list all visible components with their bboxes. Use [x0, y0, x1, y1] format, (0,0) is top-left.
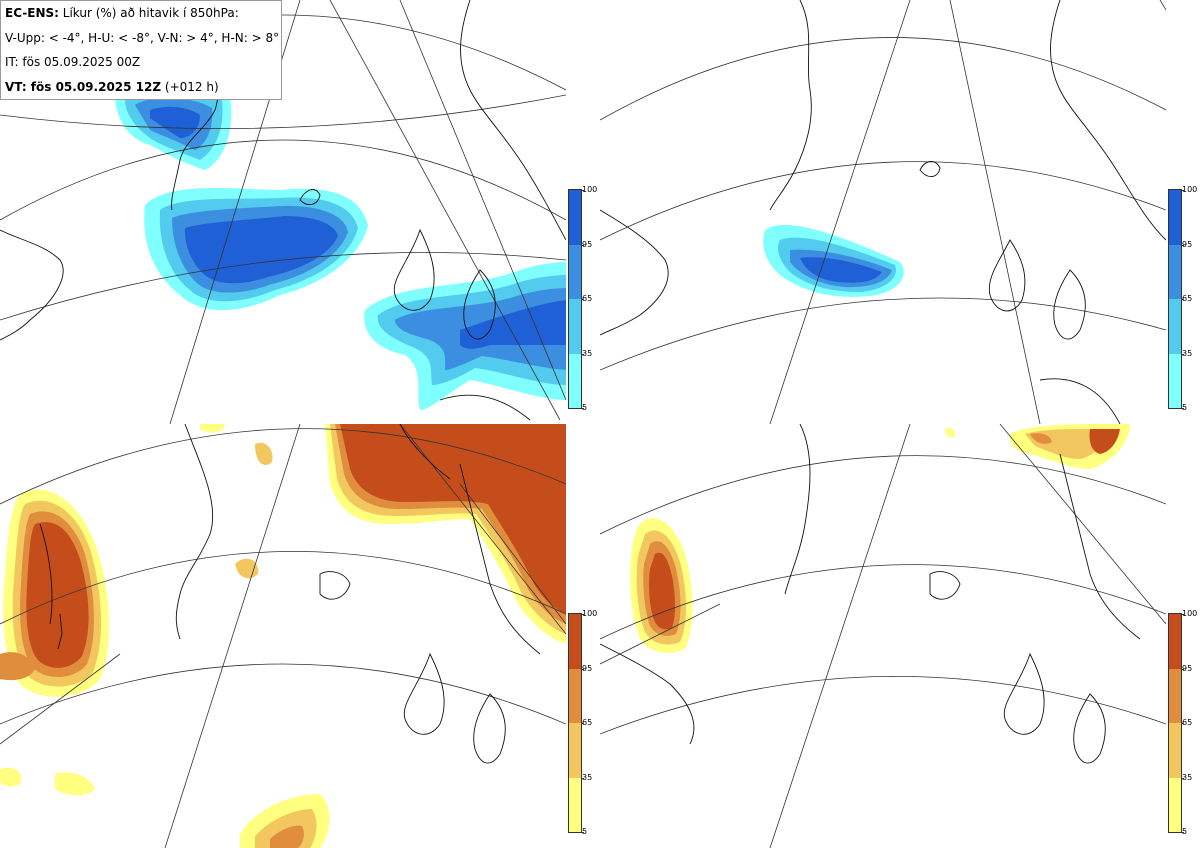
colorbar-tick-label: 95	[582, 239, 593, 249]
colorbar-tick-label: 35	[582, 348, 593, 358]
colorbar-tick-mark	[1181, 777, 1184, 779]
valid-time: VT: fös 05.09.2025 12Z	[5, 79, 162, 94]
colorbar-tick-label: 95	[1182, 663, 1193, 673]
colorbar-gradient	[1168, 613, 1182, 833]
colorbar-top-right: 100 95 65 35 5	[1168, 185, 1200, 419]
colorbar-tick-mark	[581, 353, 584, 355]
colorbar-gradient	[568, 613, 582, 833]
map-panel-cold-upper-left: EC-ENS: Líkur (%) að hitavik í 850hPa: V…	[0, 0, 566, 424]
colorbar-tick-label: 5	[582, 403, 588, 412]
coastlines	[39, 424, 541, 764]
colorbar-gradient	[568, 189, 582, 409]
map-panel-warm-lower-left	[0, 424, 566, 848]
colorbar-segment	[1169, 777, 1181, 832]
colorbar-gradient	[1168, 189, 1182, 409]
title-legend: EC-ENS: Líkur (%) að hitavik í 850hPa: V…	[0, 0, 282, 100]
colorbar-tick-label: 100	[1182, 185, 1198, 194]
colorbar-segment	[569, 244, 581, 299]
colorbar-bottom-right: 100 95 65 35 5	[1168, 609, 1200, 843]
colorbar-segment	[1169, 190, 1181, 245]
colorbar-tick-mark	[1181, 408, 1184, 409]
probability-map-cold-4	[0, 0, 566, 424]
colorbar-tick-label: 65	[1182, 294, 1193, 303]
colorbar-segment	[1169, 614, 1181, 669]
colorbar-tick-mark	[581, 668, 584, 670]
criteria-text: V-Upp: < -4°, H-U: < -8°, V-N: > 4°, H-N…	[5, 30, 280, 45]
colorbar-tick-mark	[1181, 190, 1184, 191]
colorbar-segment	[1169, 299, 1181, 354]
colorbar-tick-mark	[581, 244, 584, 246]
colorbar-tick-label: 35	[1182, 772, 1193, 782]
colorbar-tick-label: 5	[1182, 403, 1188, 412]
colorbar-tick-mark	[581, 190, 584, 191]
colorbar-tick-label: 35	[582, 772, 593, 782]
probability-field	[763, 224, 904, 297]
colorbar-tick-mark	[1181, 723, 1184, 724]
colorbar-tick-mark	[581, 614, 584, 615]
colorbar-tick-label: 65	[1182, 718, 1193, 727]
colorbar-segment	[569, 614, 581, 669]
colorbar-segment	[569, 190, 581, 245]
colorbar-tick-label: 5	[582, 827, 588, 836]
colorbar-tick-mark	[581, 723, 584, 724]
colorbar-segment	[569, 299, 581, 354]
graticule	[600, 0, 1166, 424]
probability-map-warm-4	[0, 424, 566, 848]
colorbar-tick-label: 35	[1182, 348, 1193, 358]
coastlines	[600, 0, 1166, 424]
colorbar-tick-label: 100	[582, 185, 598, 194]
init-time: IT: fös 05.09.2025 00Z	[5, 55, 141, 69]
colorbar-tick-label: 95	[582, 663, 593, 673]
colorbar-tick-mark	[1181, 832, 1184, 833]
colorbar-tick-label: 65	[582, 718, 593, 727]
colorbar-top-left: 100 95 65 35 5	[568, 185, 608, 419]
colorbar-tick-mark	[581, 832, 584, 833]
colorbar-tick-label: 100	[582, 609, 598, 618]
probability-field	[115, 72, 566, 410]
colorbar-segment	[569, 353, 581, 408]
map-panel-warm-lower-right	[600, 424, 1166, 848]
colorbar-tick-mark	[1181, 614, 1184, 615]
lead-time: (+012 h)	[161, 79, 219, 94]
colorbar-tick-mark	[581, 777, 584, 779]
coastlines	[600, 424, 1141, 764]
colorbar-tick-mark	[1181, 668, 1184, 670]
colorbar-tick-label: 65	[582, 294, 593, 303]
colorbar-segment	[569, 723, 581, 778]
colorbar-tick-mark	[581, 299, 584, 300]
colorbar-tick-mark	[1181, 299, 1184, 300]
colorbar-tick-mark	[1181, 353, 1184, 355]
graticule	[0, 424, 566, 848]
colorbar-tick-mark	[1181, 244, 1184, 246]
model-label: EC-ENS:	[5, 6, 59, 20]
colorbar-tick-label: 5	[1182, 827, 1188, 836]
probability-field	[0, 424, 566, 848]
colorbar-tick-label: 100	[1182, 609, 1198, 618]
colorbar-segment	[1169, 668, 1181, 723]
colorbar-tick-label: 95	[1182, 239, 1193, 249]
probability-field	[630, 424, 1130, 653]
colorbar-segment	[569, 668, 581, 723]
colorbar-segment	[1169, 353, 1181, 408]
colorbar-segment	[569, 777, 581, 832]
colorbar-segment	[1169, 244, 1181, 299]
colorbar-segment	[1169, 723, 1181, 778]
colorbar-tick-mark	[581, 408, 584, 409]
title-text: Líkur (%) að hitavik í 850hPa:	[58, 6, 239, 20]
graticule	[600, 424, 1166, 848]
probability-map-warm-8	[600, 424, 1166, 848]
map-panel-cold-upper-right	[600, 0, 1166, 424]
probability-map-cold-8	[600, 0, 1166, 424]
colorbar-bottom-left: 100 95 65 35 5	[568, 609, 608, 843]
